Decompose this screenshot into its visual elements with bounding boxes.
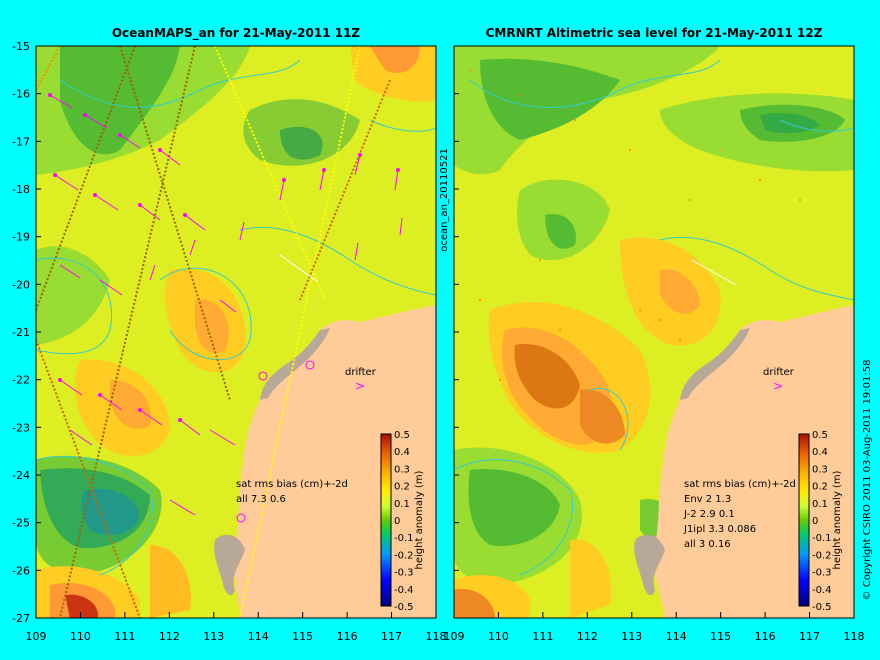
y-tick-label: -15 bbox=[12, 40, 30, 53]
x-tick-label: 117 bbox=[799, 630, 820, 643]
y-tick-label: -26 bbox=[12, 564, 30, 577]
colorbar-tick-label: -0.4 bbox=[812, 585, 832, 596]
colorbar-tick-label: 0 bbox=[812, 516, 818, 527]
colorbar-tick-label: 0.2 bbox=[394, 482, 410, 493]
colorbar-tick-label: 0.4 bbox=[394, 447, 410, 458]
right-x-axis-ticks: 109 110 111 112 113 114 115 116 117 118 bbox=[444, 612, 865, 643]
right-stats-line-1: Env 2 1.3 bbox=[684, 494, 731, 505]
x-tick-label: 116 bbox=[755, 630, 776, 643]
colorbar-tick-label: 0.4 bbox=[812, 447, 828, 458]
left-drifter-marker-2 bbox=[305, 360, 315, 370]
y-tick-label: -20 bbox=[12, 278, 30, 291]
x-tick-label: 115 bbox=[710, 630, 731, 643]
x-tick-label: 117 bbox=[381, 630, 402, 643]
right-stats-line-4: all 3 0.16 bbox=[684, 539, 731, 550]
right-colorbar bbox=[798, 433, 810, 607]
y-tick-label: -23 bbox=[12, 421, 30, 434]
x-tick-label: 114 bbox=[248, 630, 269, 643]
colorbar-tick-label: 0.5 bbox=[812, 430, 828, 441]
x-tick-label: 111 bbox=[532, 630, 553, 643]
run-id-label: ocean_an_20110521 bbox=[439, 148, 450, 252]
colorbar-tick-label: 0.2 bbox=[812, 482, 828, 493]
x-tick-label: 112 bbox=[159, 630, 180, 643]
right-stats-line-2: J-2 2.9 0.1 bbox=[683, 509, 735, 520]
right-drifter-label: drifter bbox=[763, 367, 795, 378]
y-tick-label: -21 bbox=[12, 326, 30, 339]
colorbar-tick-label: -0.5 bbox=[812, 602, 832, 613]
left-stats-header: sat rms bias (cm)+-2d bbox=[236, 479, 348, 490]
x-tick-label: 116 bbox=[337, 630, 358, 643]
x-tick-label: 115 bbox=[292, 630, 313, 643]
colorbar-tick-label: 0.5 bbox=[394, 430, 410, 441]
x-tick-label: 118 bbox=[426, 630, 447, 643]
left-colorbar bbox=[380, 433, 392, 607]
y-tick-label: -27 bbox=[12, 612, 30, 625]
colorbar-tick-label: 0.3 bbox=[812, 464, 828, 475]
x-tick-label: 113 bbox=[203, 630, 224, 643]
colorbar-tick-label: 0.3 bbox=[394, 464, 410, 475]
left-panel-title: OceanMAPS_an for 21-May-2011 11Z bbox=[112, 26, 361, 41]
y-tick-label: -25 bbox=[12, 517, 30, 530]
x-tick-label: 114 bbox=[666, 630, 687, 643]
right-colorbar-ticks: 0.5 0.4 0.3 0.2 0.1 0 -0.1 -0.2 -0.3 -0.4 -0.5 bbox=[812, 430, 832, 613]
colorbar-tick-label: 0.1 bbox=[812, 499, 828, 510]
right-stats-header: sat rms bias (cm)+-2d bbox=[684, 479, 796, 490]
x-tick-label: 109 bbox=[26, 630, 47, 643]
y-tick-label: -24 bbox=[12, 469, 30, 482]
y-tick-label: -22 bbox=[12, 374, 30, 387]
colorbar-tick-label: -0.3 bbox=[394, 568, 414, 579]
colorbar-tick-label: -0.3 bbox=[812, 568, 832, 579]
right-colorbar-label: height anomaly (m) bbox=[832, 470, 843, 569]
colorbar-tick-label: -0.5 bbox=[394, 602, 414, 613]
x-tick-label: 112 bbox=[577, 630, 598, 643]
colorbar-tick-label: -0.1 bbox=[812, 533, 832, 544]
colorbar-tick-label: -0.2 bbox=[394, 550, 414, 561]
x-tick-label: 113 bbox=[621, 630, 642, 643]
colorbar-tick-label: 0 bbox=[394, 516, 400, 527]
left-drifter-marker bbox=[258, 371, 268, 381]
colorbar-tick-label: -0.1 bbox=[394, 533, 414, 544]
right-panel-title: CMRNRT Altimetric sea level for 21-May-2… bbox=[486, 26, 823, 40]
left-drifter-label: drifter bbox=[345, 367, 377, 378]
y-tick-label: -18 bbox=[12, 183, 30, 196]
x-tick-label: 111 bbox=[114, 630, 135, 643]
colorbar-tick-label: -0.2 bbox=[812, 550, 832, 561]
x-tick-label: 110 bbox=[70, 630, 91, 643]
left-drifter-arrow-icon: > bbox=[355, 379, 365, 393]
x-tick-label: 118 bbox=[844, 630, 865, 643]
left-colorbar-label: height anomaly (m) bbox=[414, 470, 425, 569]
left-colorbar-ticks: 0.5 0.4 0.3 0.2 0.1 0 -0.1 -0.2 -0.3 -0.4 -0.5 bbox=[394, 430, 414, 613]
copyright-label: © Copyright CSIRO 2011 03-Aug-2011 19:01… bbox=[862, 360, 873, 601]
left-x-axis-ticks: 109 110 111 112 113 114 115 116 117 118 bbox=[26, 612, 447, 643]
y-axis-ticks: -15 -16 -17 -18 -19 -20 -21 -22 -23 -24 -25 -26 -27 bbox=[12, 40, 459, 625]
y-tick-label: -17 bbox=[12, 135, 30, 148]
colorbar-tick-label: 0.1 bbox=[394, 499, 410, 510]
right-stats-line-3: J1ipl 3.3 0.086 bbox=[683, 524, 756, 535]
right-map: drifter > sat rms bias (cm)+-2d Env 2 1.… bbox=[454, 46, 854, 618]
colorbar-tick-label: -0.4 bbox=[394, 585, 414, 596]
left-drifter-marker-3 bbox=[236, 513, 246, 523]
y-tick-label: -19 bbox=[12, 231, 30, 244]
right-drifter-arrow-icon: > bbox=[773, 379, 783, 393]
x-tick-label: 109 bbox=[444, 630, 465, 643]
left-map: drifter > sat rms bias (cm)+-2d all 7.3 … bbox=[36, 46, 436, 618]
y-tick-label: -16 bbox=[12, 88, 30, 101]
x-tick-label: 110 bbox=[488, 630, 509, 643]
left-stats-line: all 7.3 0.6 bbox=[236, 494, 286, 505]
